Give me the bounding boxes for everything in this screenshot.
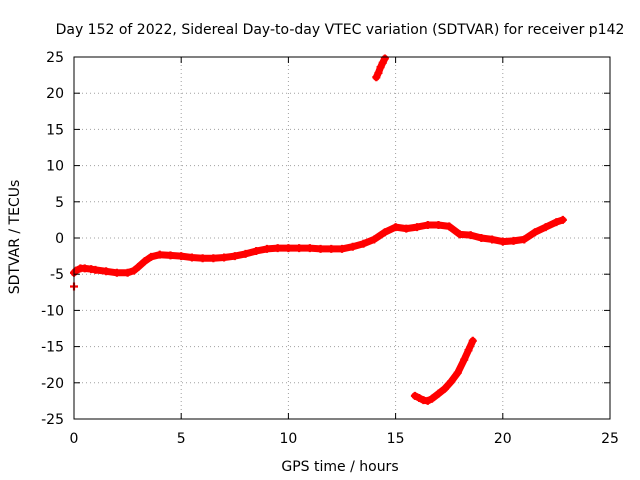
data-point xyxy=(252,247,261,256)
x-tick-label: 10 xyxy=(279,431,297,447)
x-tick-label: 20 xyxy=(494,431,512,447)
data-point xyxy=(72,266,81,275)
data-point xyxy=(372,73,381,82)
data-point xyxy=(112,268,121,277)
data-point xyxy=(305,244,314,253)
data-point xyxy=(155,250,164,259)
data-point xyxy=(466,231,475,240)
grid xyxy=(74,57,610,419)
series-upper-arc xyxy=(372,54,389,82)
data-point xyxy=(316,244,325,253)
data-point xyxy=(552,218,561,227)
data-point xyxy=(359,239,368,248)
data-point xyxy=(520,235,529,244)
data-point xyxy=(440,384,449,393)
data-point xyxy=(370,235,379,244)
y-tick-label: -10 xyxy=(41,303,64,319)
y-tick-label: -20 xyxy=(41,376,64,392)
y-tick-label: -25 xyxy=(41,412,64,428)
data-point xyxy=(498,237,507,246)
data-point xyxy=(380,54,389,63)
y-tick-label: -15 xyxy=(41,340,64,356)
data-point xyxy=(415,394,424,403)
data-point xyxy=(413,223,422,232)
data-point xyxy=(380,228,389,237)
data-point xyxy=(391,223,400,232)
data-point xyxy=(477,234,486,242)
x-tick-label: 5 xyxy=(177,431,186,447)
data-point xyxy=(434,389,443,398)
data-point xyxy=(434,220,443,229)
y-tick-label: 0 xyxy=(55,231,64,247)
axis-ticks: 0 5 10 15 20 25 -25 -20 -15 -10 -5 0 5 10 15 20 25 xyxy=(41,50,619,447)
data-point xyxy=(464,346,473,355)
data-point xyxy=(509,236,518,245)
data-point xyxy=(262,244,271,253)
x-axis-title: GPS time / hours xyxy=(281,459,398,475)
data-point xyxy=(130,266,139,275)
data-point xyxy=(147,252,156,261)
x-tick-label: 0 xyxy=(70,431,79,447)
y-tick-label: -5 xyxy=(50,267,64,283)
data-point xyxy=(134,262,143,271)
data-point xyxy=(198,254,207,263)
data-point xyxy=(423,220,432,229)
data-point xyxy=(284,244,293,253)
data-point xyxy=(187,253,196,262)
data-point xyxy=(166,251,175,260)
x-tick-label: 25 xyxy=(601,431,619,447)
data-point xyxy=(374,68,383,77)
data-point xyxy=(338,244,346,253)
y-axis-title: SDTVAR / TECUs xyxy=(7,180,23,295)
data-point xyxy=(453,368,462,377)
data-point xyxy=(295,244,304,253)
data-point xyxy=(558,215,567,224)
data-point xyxy=(220,253,229,262)
data-point xyxy=(140,257,149,266)
y-tick-label: 10 xyxy=(46,159,64,175)
data-point xyxy=(423,396,432,405)
data-point xyxy=(410,391,419,400)
data-point xyxy=(468,336,477,345)
data-point xyxy=(209,254,218,263)
series-main xyxy=(70,215,567,277)
data-point xyxy=(241,249,250,258)
data-point xyxy=(488,235,497,244)
data-point xyxy=(91,265,100,274)
series-lower-arc xyxy=(410,336,477,405)
data-point xyxy=(455,230,464,239)
y-tick-label: 20 xyxy=(46,86,64,102)
data-point xyxy=(428,394,437,403)
data-point xyxy=(460,355,469,364)
data-points xyxy=(70,54,567,405)
data-point xyxy=(376,63,385,72)
data-point xyxy=(230,252,239,261)
data-point xyxy=(447,377,456,386)
y-tick-label: 25 xyxy=(46,50,64,66)
data-point xyxy=(378,58,387,67)
x-tick-label: 15 xyxy=(387,431,405,447)
data-point xyxy=(327,244,336,253)
data-point xyxy=(102,267,111,276)
data-point xyxy=(445,222,454,231)
data-point xyxy=(177,252,186,261)
y-tick-label: 15 xyxy=(46,122,64,138)
data-point xyxy=(273,244,282,253)
data-point xyxy=(123,268,132,277)
data-point xyxy=(530,228,539,237)
data-point xyxy=(541,223,550,232)
chart-title: Day 152 of 2022, Sidereal Day-to-day VTE… xyxy=(56,22,625,38)
data-point xyxy=(348,242,357,251)
y-tick-label: 5 xyxy=(55,195,64,211)
data-point xyxy=(402,224,411,233)
